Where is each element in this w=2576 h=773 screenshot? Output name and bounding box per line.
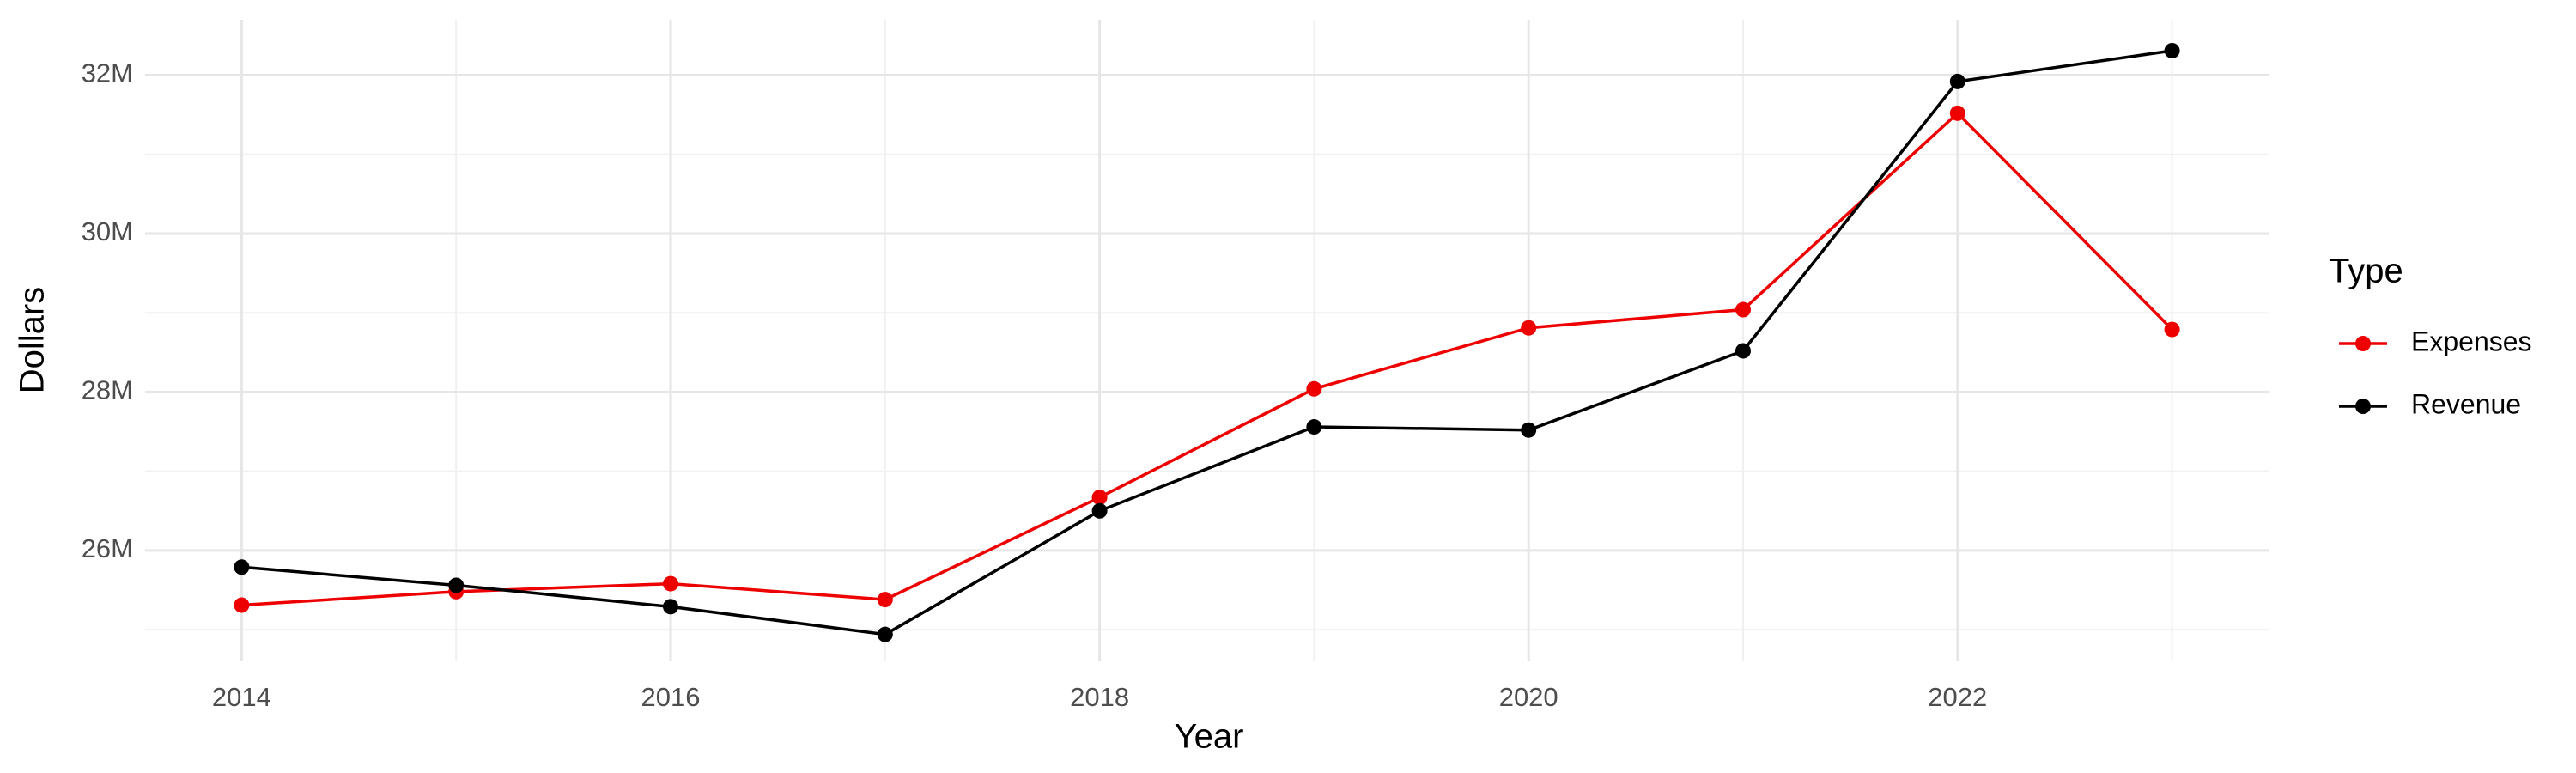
y-tick-label: 26M	[82, 533, 133, 563]
point	[877, 626, 893, 642]
y-tick-label: 32M	[82, 58, 133, 88]
point	[1306, 419, 1322, 435]
line	[241, 111, 2173, 607]
legend-marker	[2355, 336, 2371, 351]
point	[2164, 321, 2180, 338]
y-tick-label: 28M	[82, 375, 133, 405]
point	[1091, 502, 1108, 519]
point	[1949, 105, 1965, 121]
x-tick-label: 2014	[212, 682, 271, 712]
point	[1521, 422, 1537, 438]
point	[1091, 490, 1108, 506]
point	[663, 599, 679, 615]
legend-label: Expenses	[2411, 326, 2532, 356]
point	[2164, 42, 2180, 58]
legend-title: Type	[2329, 253, 2403, 290]
x-tick-label: 2020	[1499, 682, 1558, 712]
point	[448, 577, 465, 593]
point	[1735, 301, 1751, 318]
legend-label: Revenue	[2411, 388, 2521, 419]
point	[1521, 320, 1537, 336]
x-tick-label: 2022	[1928, 682, 1987, 712]
legend-marker	[2355, 399, 2371, 414]
point	[663, 575, 679, 592]
point	[1949, 73, 1965, 89]
point	[877, 592, 893, 608]
point	[1735, 343, 1751, 359]
y-tick-label: 30M	[82, 216, 133, 247]
x-tick-label: 2018	[1070, 682, 1129, 712]
x-axis-title: Year	[1175, 718, 1244, 756]
point	[234, 597, 250, 613]
x-tick-label: 2016	[641, 682, 701, 712]
line	[241, 49, 2172, 636]
point	[1306, 380, 1322, 397]
point	[234, 559, 250, 575]
y-axis-title: Dollars	[14, 287, 52, 393]
